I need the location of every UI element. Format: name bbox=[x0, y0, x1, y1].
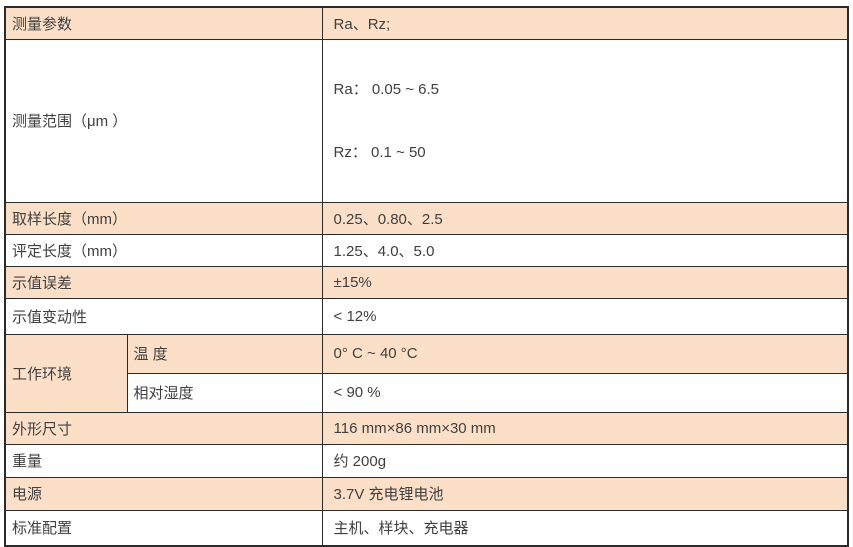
spec-label: 示值误差 bbox=[4, 265, 323, 299]
spec-label: 测量参数 bbox=[4, 6, 323, 40]
spec-value: < 12% bbox=[321, 297, 849, 335]
spec-sublabel: 温 度 bbox=[126, 333, 323, 374]
spec-label: 电源 bbox=[4, 476, 323, 511]
spec-value: 0° C ~ 40 °C bbox=[321, 333, 849, 374]
spec-value: 116 mm×86 mm×30 mm bbox=[321, 411, 849, 445]
spec-value: 0.25、0.80、2.5 bbox=[321, 201, 849, 235]
spec-label: 示值变动性 bbox=[4, 297, 323, 335]
value-line-ra: Ra： 0.05 ~ 6.5 bbox=[333, 80, 439, 98]
spec-label: 测量范围（μm ） bbox=[4, 38, 323, 203]
spec-group-label: 工作环境 bbox=[4, 333, 128, 413]
table-row-measure-params: 测量参数 Ra、Rz; bbox=[4, 6, 849, 40]
spec-label: 标准配置 bbox=[4, 509, 323, 547]
table-row-dimensions: 外形尺寸 116 mm×86 mm×30 mm bbox=[4, 411, 849, 445]
spec-value: 1.25、4.0、5.0 bbox=[321, 233, 849, 267]
table-row-evaluation-length: 评定长度（mm） 1.25、4.0、5.0 bbox=[4, 233, 849, 267]
spec-label: 外形尺寸 bbox=[4, 411, 323, 445]
value-line-rz: Rz： 0.1 ~ 50 bbox=[333, 143, 426, 161]
spec-value: 约 200g bbox=[321, 443, 849, 478]
spec-value: Ra、Rz; bbox=[321, 6, 849, 40]
table-row-working-env-temperature: 工作环境 温 度 0° C ~ 40 °C bbox=[4, 333, 849, 413]
table-row-indication-variability: 示值变动性 < 12% bbox=[4, 297, 849, 335]
spec-value: < 90 % bbox=[321, 372, 849, 413]
table-row-sampling-length: 取样长度（mm） 0.25、0.80、2.5 bbox=[4, 201, 849, 235]
spec-label: 取样长度（mm） bbox=[4, 201, 323, 235]
spec-value: 3.7V 充电锂电池 bbox=[321, 476, 849, 511]
spec-label: 评定长度（mm） bbox=[4, 233, 323, 267]
spec-sublabel: 相对湿度 bbox=[126, 372, 323, 413]
table-row-standard-config: 标准配置 主机、样块、充电器 bbox=[4, 509, 849, 547]
table-row-measure-range: 测量范围（μm ） Ra： 0.05 ~ 6.5 Rz： 0.1 ~ 50 bbox=[4, 38, 849, 203]
table-row-power: 电源 3.7V 充电锂电池 bbox=[4, 476, 849, 511]
table-row-indication-error: 示值误差 ±15% bbox=[4, 265, 849, 299]
table-row-working-env-humidity: 相对湿度 < 90 % bbox=[5, 372, 849, 413]
spec-value: ±15% bbox=[321, 265, 849, 299]
spec-table: 测量参数 Ra、Rz; 测量范围（μm ） Ra： 0.05 ~ 6.5 Rz：… bbox=[4, 6, 850, 547]
table-row-weight: 重量 约 200g bbox=[4, 443, 849, 478]
spec-value: Ra： 0.05 ~ 6.5 Rz： 0.1 ~ 50 bbox=[321, 38, 849, 203]
spec-label: 重量 bbox=[4, 443, 323, 478]
spec-value: 主机、样块、充电器 bbox=[321, 509, 849, 547]
